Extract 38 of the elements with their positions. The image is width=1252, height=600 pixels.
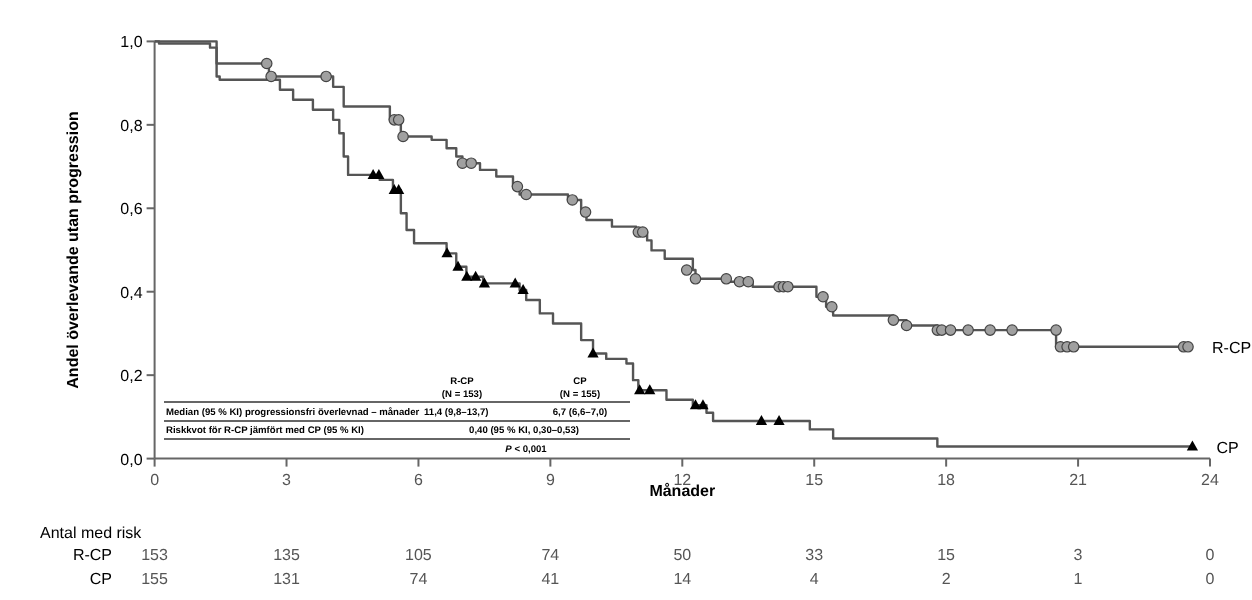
x-tick-label: 3 — [282, 470, 293, 489]
x-tick-label: 18 — [937, 470, 957, 489]
text: 50 — [673, 546, 693, 564]
text: 3 — [1073, 546, 1084, 564]
text: 74 — [541, 546, 561, 564]
x-tick-label: 0 — [150, 470, 161, 489]
y-axis-title: Andel överlevande utan progression — [64, 111, 82, 389]
text: 41 — [541, 570, 561, 588]
text: 0 — [1205, 546, 1216, 564]
text: 131 — [273, 570, 301, 588]
text: R-CP — [72, 546, 112, 564]
series-label: CP — [1216, 438, 1239, 457]
text: 2 — [941, 570, 952, 588]
text: 14 — [673, 570, 693, 588]
y-tick-label: 0,2 — [120, 367, 144, 386]
y-tick-label: 0,8 — [120, 116, 144, 135]
x-tick-label: 6 — [414, 470, 424, 489]
text: 135 — [273, 546, 301, 564]
text: 0 — [1205, 570, 1216, 588]
y-tick-label: 0,4 — [120, 283, 144, 302]
text: 153 — [141, 546, 170, 564]
series-label: R-CP — [1212, 338, 1252, 357]
text: 4 — [809, 570, 820, 588]
text: 33 — [805, 546, 825, 564]
x-tick-label: 15 — [805, 470, 825, 489]
text: 1 — [1073, 570, 1084, 588]
y-tick-label: 1,0 — [120, 33, 144, 52]
y-tick-label: 0,6 — [120, 200, 144, 219]
text: 105 — [405, 546, 433, 564]
text: CP — [89, 570, 112, 588]
text: 155 — [141, 570, 170, 588]
text: 15 — [937, 546, 957, 564]
text: 74 — [409, 570, 429, 588]
x-tick-label: 21 — [1069, 470, 1089, 489]
text: Antal med risk — [40, 524, 144, 542]
x-tick-label: 9 — [545, 470, 556, 489]
x-tick-label: 24 — [1201, 470, 1220, 489]
y-tick-label: 0,0 — [120, 450, 144, 469]
